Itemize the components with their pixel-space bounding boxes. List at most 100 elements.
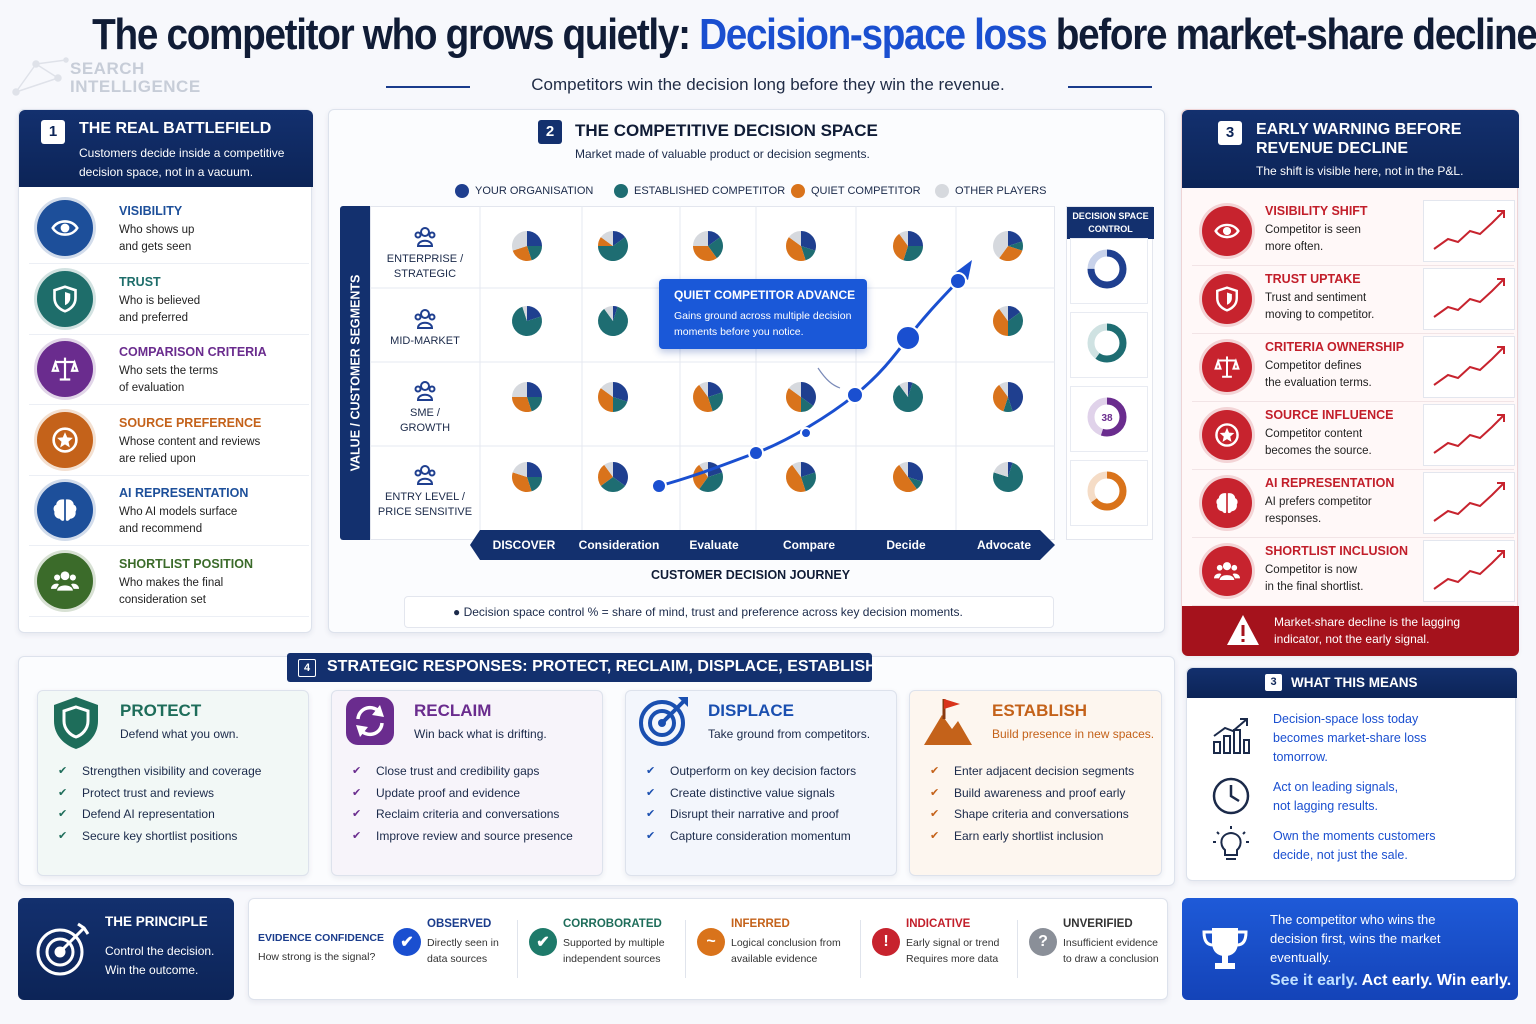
evidence-divider xyxy=(685,920,686,978)
star-badge-icon xyxy=(1202,410,1252,460)
x-axis-label: CUSTOMER DECISION JOURNEY xyxy=(651,568,851,582)
panel3-title: EARLY WARNING BEFORE REVENUE DECLINE xyxy=(1256,121,1462,157)
item-title: AI REPRESENTATION xyxy=(1265,476,1395,490)
panel-what-this-means: 3 WHAT THIS MEANS Decision-space loss to… xyxy=(1186,667,1517,881)
footnote-text: Decision space control % = share of mind… xyxy=(463,605,963,619)
meaning-number: 3 xyxy=(1265,674,1282,691)
evidence-level-unverified: ? UNVERIFIED Insufficient evidence to dra… xyxy=(1029,918,1159,967)
journey-stage-compare: Compare xyxy=(782,538,835,552)
principle-text: Control the decision. Win the outcome. xyxy=(105,942,214,980)
response-subtitle: Build presence in new spaces. xyxy=(992,727,1155,741)
response-item: Strengthen visibility and coverage xyxy=(56,761,261,783)
warning-item-source-influence: SOURCE INFLUENCE Competitor content becom… xyxy=(1192,402,1515,470)
callout-text: Gains ground across multiple decision mo… xyxy=(674,310,852,338)
item-title: VISIBILITY SHIFT xyxy=(1265,204,1368,218)
star-badge-icon xyxy=(37,411,93,468)
segment-l1: ENTERPRISE / xyxy=(386,253,464,265)
warning-item-shortlist-inclusion: SHORTLIST INCLUSION Competitor is now in … xyxy=(1192,538,1515,606)
response-list: Strengthen visibility and coverageProtec… xyxy=(56,761,261,847)
lightbulb-icon xyxy=(1213,826,1249,860)
trend-up-sparkline xyxy=(1423,200,1515,262)
footnote: ● Decision space control % = share of mi… xyxy=(453,605,963,619)
trend-up-sparkline xyxy=(1423,404,1515,466)
subtitle-rule-right xyxy=(1068,86,1152,88)
response-title: ESTABLISH xyxy=(992,701,1088,720)
trend-up-sparkline xyxy=(1423,472,1515,534)
item-desc: Competitor content becomes the source. xyxy=(1265,428,1372,457)
segment-users-icon xyxy=(370,308,480,334)
approx-icon: ~ xyxy=(697,928,725,956)
response-item: Outperform on key decision factors xyxy=(644,761,856,783)
warning-banner: Market-share decline is the lagging indi… xyxy=(1182,606,1519,656)
title-part2: before market-share decline xyxy=(1046,10,1536,59)
evidence-divider xyxy=(517,920,518,978)
warning-item-visibility-shift: VISIBILITY SHIFT Competitor is seen more … xyxy=(1192,198,1515,266)
footnote-box: ● Decision space control % = share of mi… xyxy=(404,596,1054,628)
response-list: Close trust and credibility gapsUpdate p… xyxy=(350,761,573,847)
control-gauge-2: 38 xyxy=(1070,386,1148,452)
legend-swatch xyxy=(455,184,469,198)
segment-users-icon xyxy=(370,226,480,252)
item-desc: Competitor is now in the final shortlist. xyxy=(1265,564,1364,593)
mountain-flag-icon xyxy=(922,695,974,752)
bar-chart-up-icon xyxy=(1213,718,1250,754)
evidence-divider xyxy=(860,920,861,978)
response-title: DISPLACE xyxy=(708,701,794,720)
quiet-competitor-callout: QUIET COMPETITOR ADVANCE Gains ground ac… xyxy=(659,279,867,349)
response-item: Defend AI representation xyxy=(56,804,261,826)
meaning-1-l3: tomorrow. xyxy=(1273,750,1328,764)
trend-up-sparkline xyxy=(1423,540,1515,602)
response-item: Create distinctive value signals xyxy=(644,783,856,805)
journey-stage-consideration: Consideration xyxy=(578,538,660,552)
response-item: Secure key shortlist positions xyxy=(56,826,261,848)
warning-item-trust-uptake: TRUST UPTAKE Trust and sentiment moving t… xyxy=(1192,266,1515,334)
closing-cta-a: See it early. xyxy=(1270,972,1358,989)
panel2-title: THE COMPETITIVE DECISION SPACE xyxy=(575,121,878,140)
journey-stage-decide: Decide xyxy=(886,538,926,552)
battlefield-item-shortlist-position: SHORTLIST POSITION Who makes the final co… xyxy=(29,549,309,617)
journey-stage-discover: DISCOVER xyxy=(492,538,556,552)
brain-icon xyxy=(37,482,93,538)
item-desc: Who is believed and preferred xyxy=(119,294,201,324)
response-list: Enter adjacent decision segmentsBuild aw… xyxy=(928,761,1134,847)
response-title: PROTECT xyxy=(120,701,202,720)
check-icon: ✔ xyxy=(529,928,557,956)
journey-stage-advocate: Advocate xyxy=(976,538,1032,552)
logo-text: SEARCH INTELLIGENCE xyxy=(70,60,201,96)
shield-icon xyxy=(1202,274,1252,324)
closing-l1: The competitor who wins the xyxy=(1270,912,1436,927)
item-desc: Competitor is seen more often. xyxy=(1265,224,1361,253)
item-desc: Competitor defines the evaluation terms. xyxy=(1265,360,1372,389)
segment-label-2: SME / GROWTH xyxy=(370,380,480,436)
battlefield-item-ai-representation: AI REPRESENTATION Who AI models surface a… xyxy=(29,478,309,546)
response-list: Outperform on key decision factorsCreate… xyxy=(644,761,856,847)
legend-swatch xyxy=(791,184,805,198)
question-icon: ? xyxy=(1029,928,1057,956)
response-subtitle: Win back what is drifting. xyxy=(414,727,547,741)
trend-up-sparkline xyxy=(1423,336,1515,398)
item-title: SOURCE INFLUENCE xyxy=(1265,408,1394,422)
response-protect: PROTECT Defend what you own. Strengthen … xyxy=(37,690,309,876)
scales-icon xyxy=(1202,342,1252,392)
title-highlight: Decision-space loss xyxy=(699,10,1048,59)
response-subtitle: Take ground from competitors. xyxy=(708,727,871,741)
people-icon xyxy=(1202,546,1252,596)
response-item: Close trust and credibility gaps xyxy=(350,761,573,783)
refresh-icon xyxy=(344,695,396,752)
item-title: AI REPRESENTATION xyxy=(119,486,249,500)
y-axis-label: VALUE / CUSTOMER SEGMENTS xyxy=(348,274,362,472)
meaning-header: 3 WHAT THIS MEANS xyxy=(1187,668,1517,698)
closing-l2: decision first, wins the market xyxy=(1270,931,1441,946)
closing-cta-b: Act early. Win early. xyxy=(1357,972,1512,989)
evidence-title: INDICATIVE xyxy=(906,918,971,930)
control-gauge-3 xyxy=(1070,460,1148,526)
scales-icon xyxy=(37,341,93,397)
evidence-level-observed: ✔ OBSERVED Directly seen in data sources xyxy=(393,918,499,967)
item-title: SHORTLIST INCLUSION xyxy=(1265,544,1409,558)
evidence-level-corroborated: ✔ CORROBORATED Supported by multiple inde… xyxy=(529,918,665,967)
brain-icon xyxy=(1202,478,1252,528)
response-reclaim: RECLAIM Win back what is drifting. Close… xyxy=(331,690,603,876)
journey-arrow xyxy=(470,530,1055,560)
evidence-desc: Supported by multiple independent sources xyxy=(563,937,665,965)
panel3-desc: The shift is visible here, not in the P&… xyxy=(1256,164,1464,178)
